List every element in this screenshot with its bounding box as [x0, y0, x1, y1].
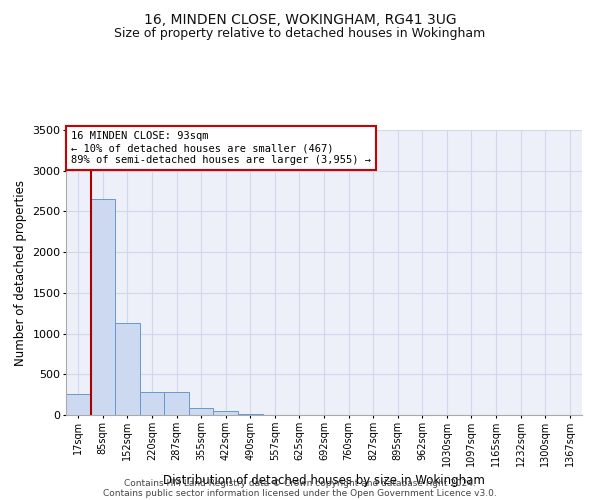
Bar — [189, 408, 214, 415]
Bar — [91, 199, 115, 415]
Text: 16, MINDEN CLOSE, WOKINGHAM, RG41 3UG: 16, MINDEN CLOSE, WOKINGHAM, RG41 3UG — [143, 12, 457, 26]
Bar — [164, 392, 189, 415]
Text: Size of property relative to detached houses in Wokingham: Size of property relative to detached ho… — [115, 28, 485, 40]
Bar — [115, 323, 140, 415]
X-axis label: Distribution of detached houses by size in Wokingham: Distribution of detached houses by size … — [163, 474, 485, 488]
Bar — [238, 414, 263, 415]
Text: Contains public sector information licensed under the Open Government Licence v3: Contains public sector information licen… — [103, 488, 497, 498]
Bar — [214, 410, 238, 415]
Bar — [66, 394, 91, 415]
Y-axis label: Number of detached properties: Number of detached properties — [14, 180, 27, 366]
Text: Contains HM Land Registry data © Crown copyright and database right 2024.: Contains HM Land Registry data © Crown c… — [124, 478, 476, 488]
Text: 16 MINDEN CLOSE: 93sqm
← 10% of detached houses are smaller (467)
89% of semi-de: 16 MINDEN CLOSE: 93sqm ← 10% of detached… — [71, 132, 371, 164]
Bar — [140, 392, 164, 415]
